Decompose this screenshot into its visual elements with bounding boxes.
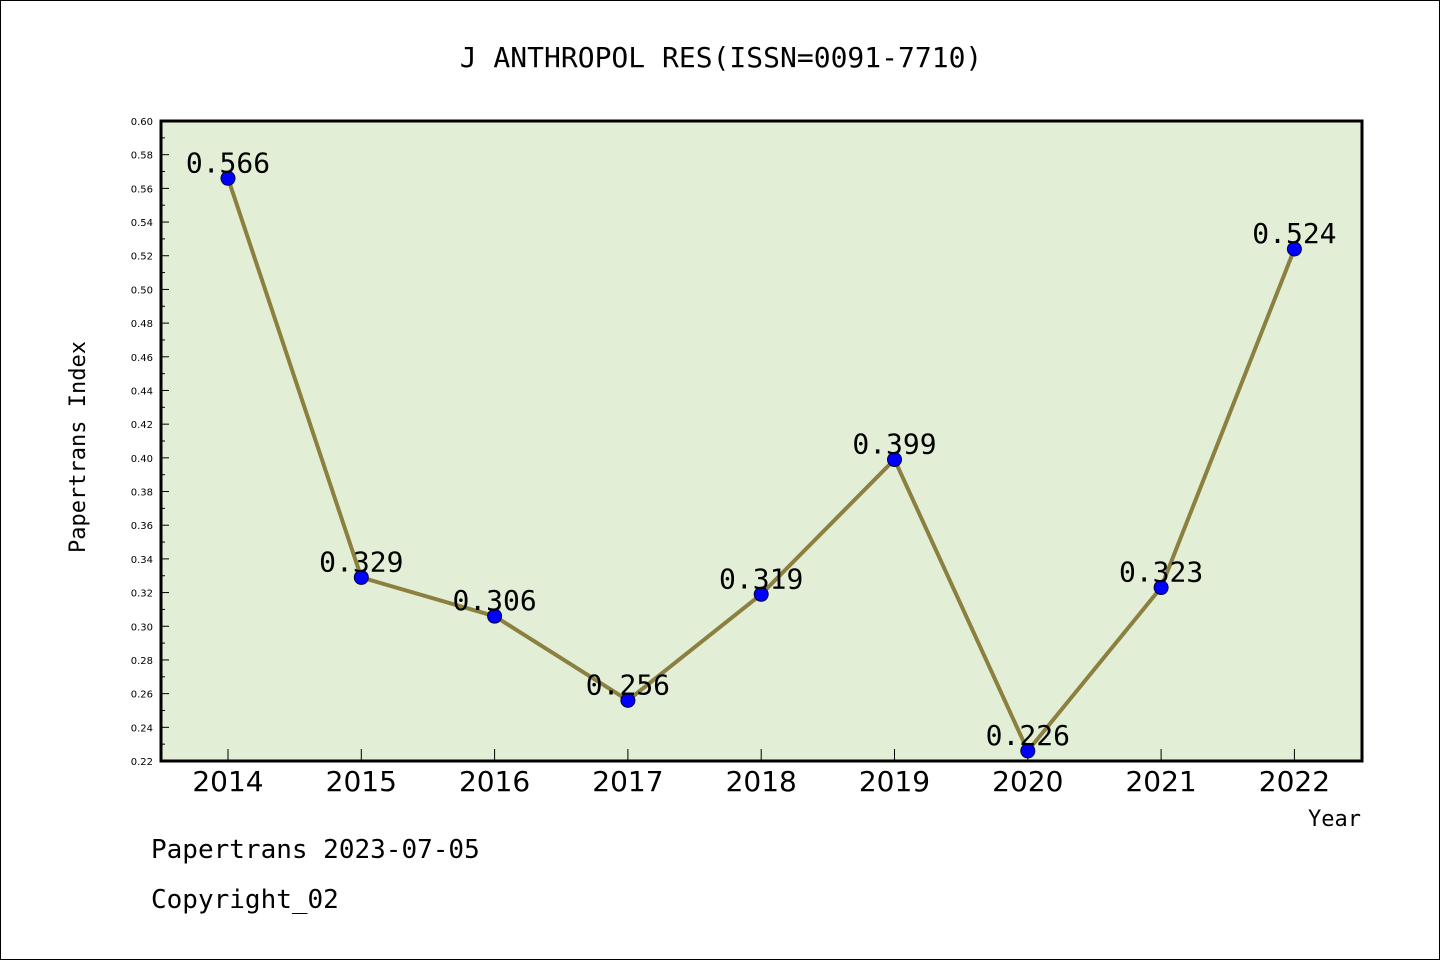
x-tick-label: 2015 bbox=[326, 765, 397, 798]
x-tick-label: 2021 bbox=[1125, 765, 1196, 798]
chart-title: J ANTHROPOL RES(ISSN=0091-7710) bbox=[460, 41, 983, 74]
x-tick-label: 2017 bbox=[592, 765, 663, 798]
y-tick-label: 0.44 bbox=[131, 386, 153, 397]
y-tick-label: 0.30 bbox=[131, 622, 153, 633]
x-tick-label: 2018 bbox=[726, 765, 797, 798]
y-tick-label: 0.50 bbox=[131, 285, 153, 296]
data-point bbox=[1286, 241, 1302, 257]
y-axis-label: Papertrans Index bbox=[66, 341, 91, 553]
y-tick-label: 0.52 bbox=[131, 252, 153, 263]
data-label: 0.319 bbox=[719, 562, 803, 595]
y-tick-label: 0.40 bbox=[131, 454, 153, 465]
footer-copyright: Copyright_02 bbox=[151, 885, 339, 915]
data-label: 0.226 bbox=[986, 719, 1070, 752]
y-tick-label: 0.38 bbox=[131, 488, 153, 499]
x-tick-label: 2019 bbox=[859, 765, 930, 798]
x-tick-label: 2014 bbox=[192, 765, 263, 798]
y-tick-label: 0.58 bbox=[131, 151, 153, 162]
x-tick-label: 2022 bbox=[1259, 765, 1330, 798]
y-tick-label: 0.34 bbox=[131, 555, 153, 566]
data-label: 0.306 bbox=[452, 584, 536, 617]
y-tick-label: 0.60 bbox=[131, 117, 153, 128]
data-label: 0.566 bbox=[186, 146, 270, 179]
data-label: 0.524 bbox=[1252, 217, 1336, 250]
x-axis-label: Year bbox=[1308, 807, 1361, 832]
y-tick-label: 0.32 bbox=[131, 589, 153, 600]
y-tick-label: 0.36 bbox=[131, 521, 153, 532]
y-tick-label: 0.56 bbox=[131, 184, 153, 195]
plot-area: 0.22 0.24 0.26 0.28 0.30 0.32 0.34 0.36 0.38 0.40… bbox=[131, 117, 1364, 798]
data-label: 0.329 bbox=[319, 545, 403, 578]
data-point bbox=[887, 452, 902, 468]
y-tick-label: 0.54 bbox=[131, 218, 153, 229]
data-label: 0.256 bbox=[586, 668, 670, 701]
data-point bbox=[353, 569, 369, 585]
footer-date: Papertrans 2023-07-05 bbox=[151, 835, 480, 865]
y-tick-label: 0.22 bbox=[131, 757, 153, 768]
y-tick-label: 0.48 bbox=[131, 319, 153, 330]
data-point bbox=[487, 608, 503, 624]
y-tick-label: 0.24 bbox=[131, 723, 153, 734]
data-point bbox=[220, 170, 236, 186]
data-point bbox=[1153, 580, 1169, 596]
data-label: 0.399 bbox=[852, 428, 936, 461]
y-tick-label: 0.28 bbox=[131, 656, 153, 667]
y-tick-label: 0.46 bbox=[131, 353, 153, 364]
x-tick-label: 2016 bbox=[459, 765, 530, 798]
plot-background bbox=[161, 121, 1362, 761]
y-tick-label: 0.26 bbox=[131, 690, 153, 701]
data-point bbox=[1020, 743, 1036, 759]
data-label: 0.323 bbox=[1119, 556, 1203, 589]
data-point bbox=[620, 692, 636, 708]
x-tick-label: 2020 bbox=[992, 765, 1063, 798]
plot-border bbox=[159, 119, 1364, 763]
y-tick-label: 0.42 bbox=[131, 420, 153, 431]
data-point bbox=[753, 586, 769, 602]
